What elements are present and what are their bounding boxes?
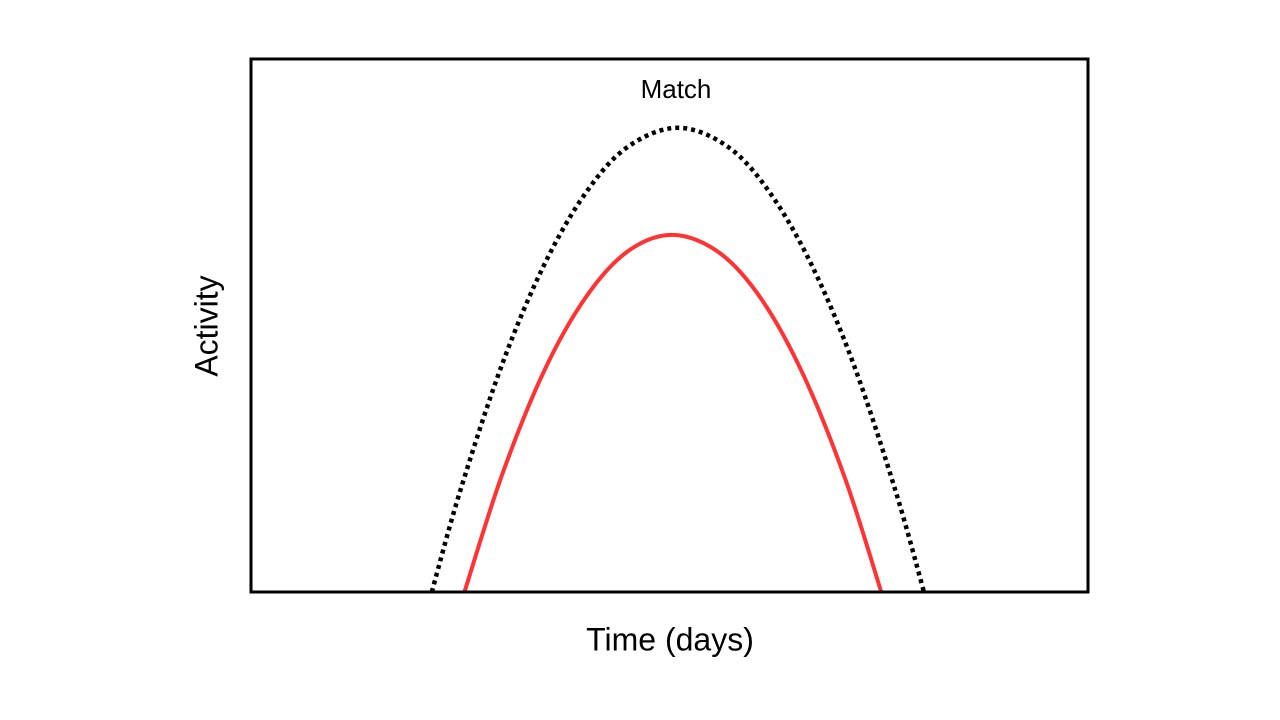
plot-area (429, 125, 927, 592)
data-line (462, 232, 884, 592)
chart-title: Match (641, 74, 712, 104)
data-line (429, 125, 927, 592)
y-axis-label: Activity (188, 275, 224, 376)
x-axis-label: Time (days) (586, 621, 754, 657)
plot-frame (249, 57, 1090, 594)
